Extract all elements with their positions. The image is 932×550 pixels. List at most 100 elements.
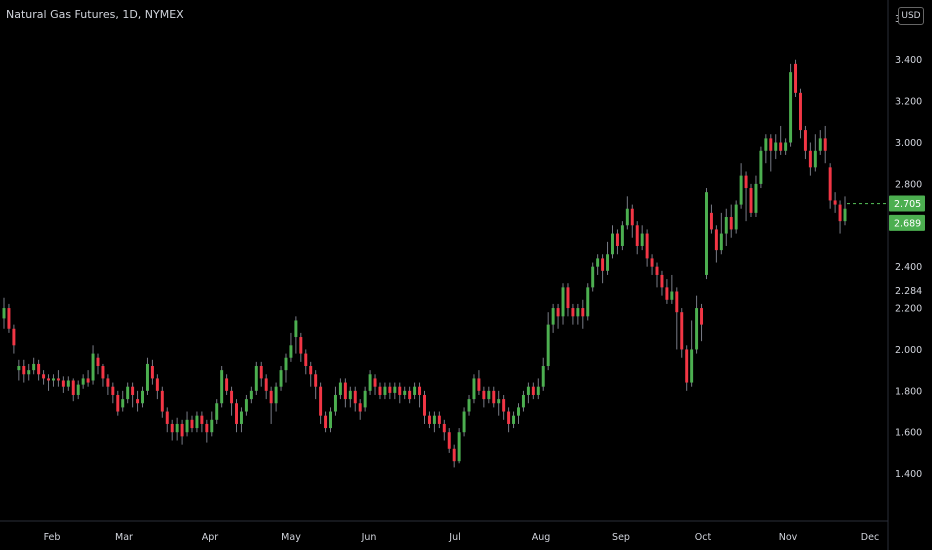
candle-body bbox=[685, 349, 689, 383]
x-tick-label: Jul bbox=[448, 532, 460, 543]
candle-body bbox=[576, 308, 580, 317]
candle-body bbox=[784, 142, 788, 151]
candle-body bbox=[591, 266, 595, 288]
x-tick-label: Apr bbox=[202, 532, 219, 543]
candle-body bbox=[408, 390, 412, 400]
candle-body bbox=[136, 399, 140, 404]
x-tick-label: Jun bbox=[361, 532, 377, 543]
candle-body bbox=[794, 63, 798, 93]
candle-body bbox=[368, 374, 372, 391]
candle-body bbox=[655, 266, 659, 275]
candle-body bbox=[714, 229, 718, 251]
candle-body bbox=[383, 386, 387, 395]
candle-body bbox=[358, 403, 362, 412]
candle-body bbox=[145, 363, 149, 391]
currency-button[interactable]: USD bbox=[898, 7, 924, 25]
x-tick-label: Feb bbox=[44, 532, 61, 543]
candle-body bbox=[373, 378, 377, 387]
price-tag bbox=[889, 214, 925, 231]
candle-body bbox=[432, 415, 436, 424]
candle-body bbox=[546, 324, 550, 367]
candle-body bbox=[620, 225, 624, 246]
candle-body bbox=[828, 167, 832, 201]
candle-body bbox=[61, 380, 65, 387]
candle-body bbox=[393, 386, 397, 393]
candle-body bbox=[492, 390, 496, 404]
candle-body bbox=[239, 411, 243, 424]
candle-body bbox=[630, 208, 634, 226]
candle-body bbox=[398, 386, 402, 395]
price-tag bbox=[889, 195, 925, 212]
candle-body bbox=[22, 366, 26, 375]
candle-body bbox=[51, 378, 55, 381]
candle-body bbox=[348, 390, 352, 400]
candle-body bbox=[675, 291, 679, 313]
candle-body bbox=[165, 411, 169, 424]
candle-body bbox=[625, 208, 629, 226]
candle-body bbox=[126, 386, 130, 400]
candle-body bbox=[76, 384, 80, 395]
candle-body bbox=[47, 378, 51, 381]
candle-body bbox=[200, 415, 204, 424]
candle-body bbox=[427, 415, 431, 424]
candle-body bbox=[101, 366, 105, 379]
candle-body bbox=[690, 349, 694, 383]
candle-body bbox=[12, 328, 16, 346]
candle-body bbox=[517, 407, 520, 416]
candle-body bbox=[314, 374, 318, 387]
candle-body bbox=[264, 378, 268, 391]
candle-body bbox=[660, 274, 664, 288]
candle-body bbox=[338, 382, 342, 395]
candle-body bbox=[551, 308, 555, 325]
candle-body bbox=[304, 353, 308, 367]
candle-body bbox=[803, 130, 807, 151]
candle-body bbox=[175, 423, 179, 433]
candle-body bbox=[353, 390, 357, 404]
candle-body bbox=[150, 366, 154, 379]
candle-body bbox=[645, 233, 649, 259]
candle-body bbox=[190, 419, 194, 429]
candle-body bbox=[719, 233, 723, 251]
y-tick-label: 2.800 bbox=[895, 179, 922, 190]
candle-body bbox=[521, 394, 525, 408]
candle-body bbox=[111, 386, 115, 395]
candle-body bbox=[66, 380, 70, 387]
candle-body bbox=[116, 394, 120, 412]
candle-body bbox=[739, 175, 743, 205]
candle-body bbox=[195, 415, 199, 429]
candle-body bbox=[581, 308, 585, 317]
candle-body bbox=[284, 357, 288, 371]
candle-body bbox=[650, 258, 654, 267]
y-tick-label: 3.400 bbox=[895, 55, 922, 66]
price-tag-label: 2.705 bbox=[894, 199, 921, 210]
candle-body bbox=[170, 423, 174, 433]
candle-body bbox=[561, 287, 565, 317]
candle-body bbox=[56, 378, 60, 381]
candle-body bbox=[141, 390, 145, 404]
candle-body bbox=[512, 415, 516, 424]
candle-body bbox=[185, 419, 189, 433]
price-tags: 2.705 2.689 bbox=[889, 195, 925, 231]
candle-body bbox=[309, 366, 313, 375]
candle-body bbox=[808, 150, 812, 168]
candle-body bbox=[121, 399, 125, 408]
candle-body bbox=[205, 423, 209, 433]
candle-body bbox=[467, 399, 471, 412]
candle-body bbox=[180, 423, 184, 437]
candle-body bbox=[279, 370, 283, 387]
candle-body bbox=[779, 142, 783, 151]
candle-body bbox=[437, 415, 441, 424]
candle-body bbox=[294, 320, 298, 338]
candle-body bbox=[789, 72, 793, 143]
y-tick-label: 2.200 bbox=[895, 304, 922, 315]
candle-body bbox=[571, 308, 575, 317]
candle-body bbox=[442, 423, 446, 433]
candle-body bbox=[744, 175, 748, 189]
candle-body bbox=[81, 378, 85, 385]
candle-body bbox=[833, 200, 837, 205]
x-tick-label: Dec bbox=[861, 532, 879, 543]
candle-body bbox=[17, 366, 21, 371]
y-tick-label: 1.400 bbox=[895, 469, 922, 480]
candle-body bbox=[299, 337, 303, 354]
